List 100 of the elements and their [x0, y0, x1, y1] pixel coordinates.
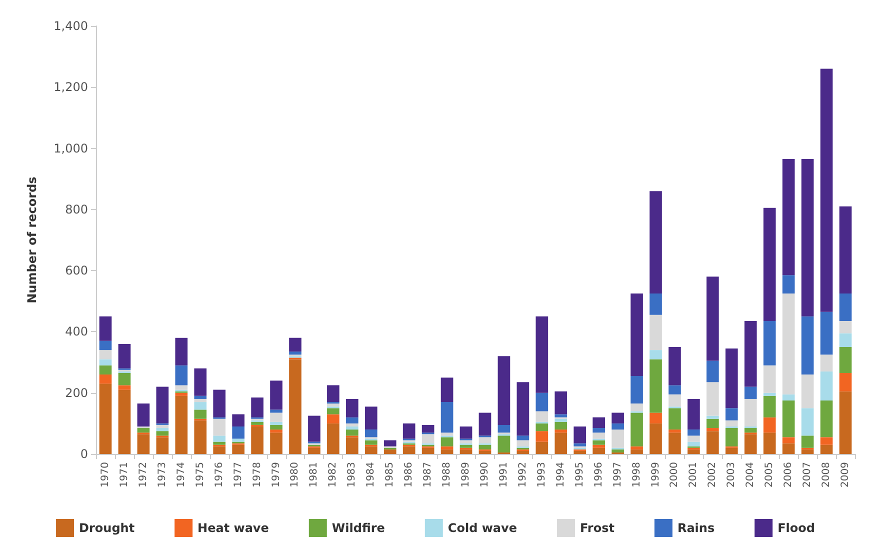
- bar: [99, 365, 112, 375]
- bar: [820, 400, 833, 438]
- bar: [270, 412, 282, 422]
- bar: [706, 416, 719, 419]
- bar: [498, 424, 510, 433]
- bar: [232, 444, 244, 454]
- bar: [688, 430, 700, 436]
- bar: [308, 416, 320, 442]
- bar: [99, 374, 112, 384]
- bar: [137, 434, 150, 454]
- bar: [630, 404, 643, 412]
- bar: [592, 432, 606, 439]
- bar: [688, 398, 700, 430]
- x-tick-label: 1970: [100, 462, 111, 488]
- bar: [460, 444, 472, 448]
- bar: [650, 350, 662, 360]
- bar: [422, 448, 434, 454]
- x-tick-label: 1986: [404, 462, 415, 488]
- bar: [839, 347, 852, 373]
- bar: [327, 408, 340, 414]
- bar: [156, 437, 169, 454]
- bar: [688, 442, 700, 446]
- bar: [782, 443, 795, 454]
- bar: [498, 356, 510, 425]
- x-tick-label: 1971: [118, 462, 130, 488]
- bar: [763, 208, 776, 322]
- bar: [364, 430, 378, 438]
- y-tick-label: 800: [65, 202, 88, 216]
- bar: [592, 428, 606, 433]
- bar: [536, 442, 548, 454]
- bar: [99, 350, 112, 360]
- x-tick-label: 1992: [517, 462, 528, 488]
- bar: [99, 340, 112, 350]
- bar: [839, 294, 852, 322]
- x-tick-label: 1987: [422, 462, 434, 488]
- bar: [289, 359, 302, 454]
- bar: [706, 428, 719, 432]
- bar: [536, 392, 548, 412]
- bar: [460, 440, 472, 444]
- bar: [706, 418, 719, 428]
- bar: [782, 275, 795, 294]
- bar: [763, 417, 776, 433]
- x-tick-label: 1980: [290, 462, 301, 488]
- bar: [554, 414, 568, 418]
- bar: [440, 402, 454, 433]
- x-tick-label: 1978: [252, 462, 263, 488]
- bar: [402, 423, 416, 439]
- bar: [820, 68, 833, 312]
- bar: [763, 432, 776, 454]
- x-tick-label: 1975: [194, 462, 206, 488]
- bar: [137, 404, 150, 426]
- x-tick-label: 2002: [707, 462, 718, 488]
- bar: [194, 368, 207, 396]
- x-tick-label: 2005: [764, 462, 776, 488]
- bar: [384, 440, 396, 446]
- bar: [440, 446, 454, 450]
- bar: [251, 426, 264, 454]
- y-tick-label: 1,000: [54, 141, 88, 156]
- bar: [612, 423, 624, 430]
- bar: [232, 438, 244, 442]
- bar: [213, 418, 226, 436]
- bar: [232, 426, 244, 439]
- bar: [574, 426, 586, 444]
- bar: [782, 400, 795, 438]
- bar: [801, 436, 814, 448]
- bar: [327, 414, 340, 424]
- bar: [213, 442, 226, 445]
- bar: [801, 374, 814, 408]
- bar: [554, 391, 568, 414]
- bar: [668, 430, 681, 433]
- bar: [213, 446, 226, 454]
- bar: [213, 436, 226, 442]
- x-tick-label: 1974: [176, 462, 187, 488]
- bar: [194, 410, 207, 419]
- bar: [516, 440, 530, 446]
- bar: [516, 436, 530, 440]
- bar: [175, 385, 188, 390]
- bar: [782, 158, 795, 276]
- bar: [820, 437, 833, 445]
- legend-label: Flood: [778, 521, 815, 535]
- x-tick-label: 2000: [669, 462, 680, 488]
- bar: [232, 414, 244, 426]
- bar: [440, 378, 454, 402]
- x-tick-label: 1990: [479, 462, 490, 488]
- bar: [744, 434, 757, 454]
- bar: [422, 424, 434, 433]
- bar: [650, 294, 662, 315]
- bar: [536, 431, 548, 442]
- bar: [536, 411, 548, 422]
- bar: [820, 312, 833, 355]
- bar: [592, 448, 606, 454]
- x-tick-label: 2007: [802, 462, 814, 488]
- bar: [270, 424, 282, 430]
- bar: [782, 394, 795, 400]
- bar: [668, 408, 681, 430]
- x-tick-label: 1996: [593, 462, 604, 488]
- bar: [782, 294, 795, 394]
- bar: [763, 321, 776, 366]
- legend-label: Frost: [580, 521, 615, 535]
- bar: [574, 450, 586, 454]
